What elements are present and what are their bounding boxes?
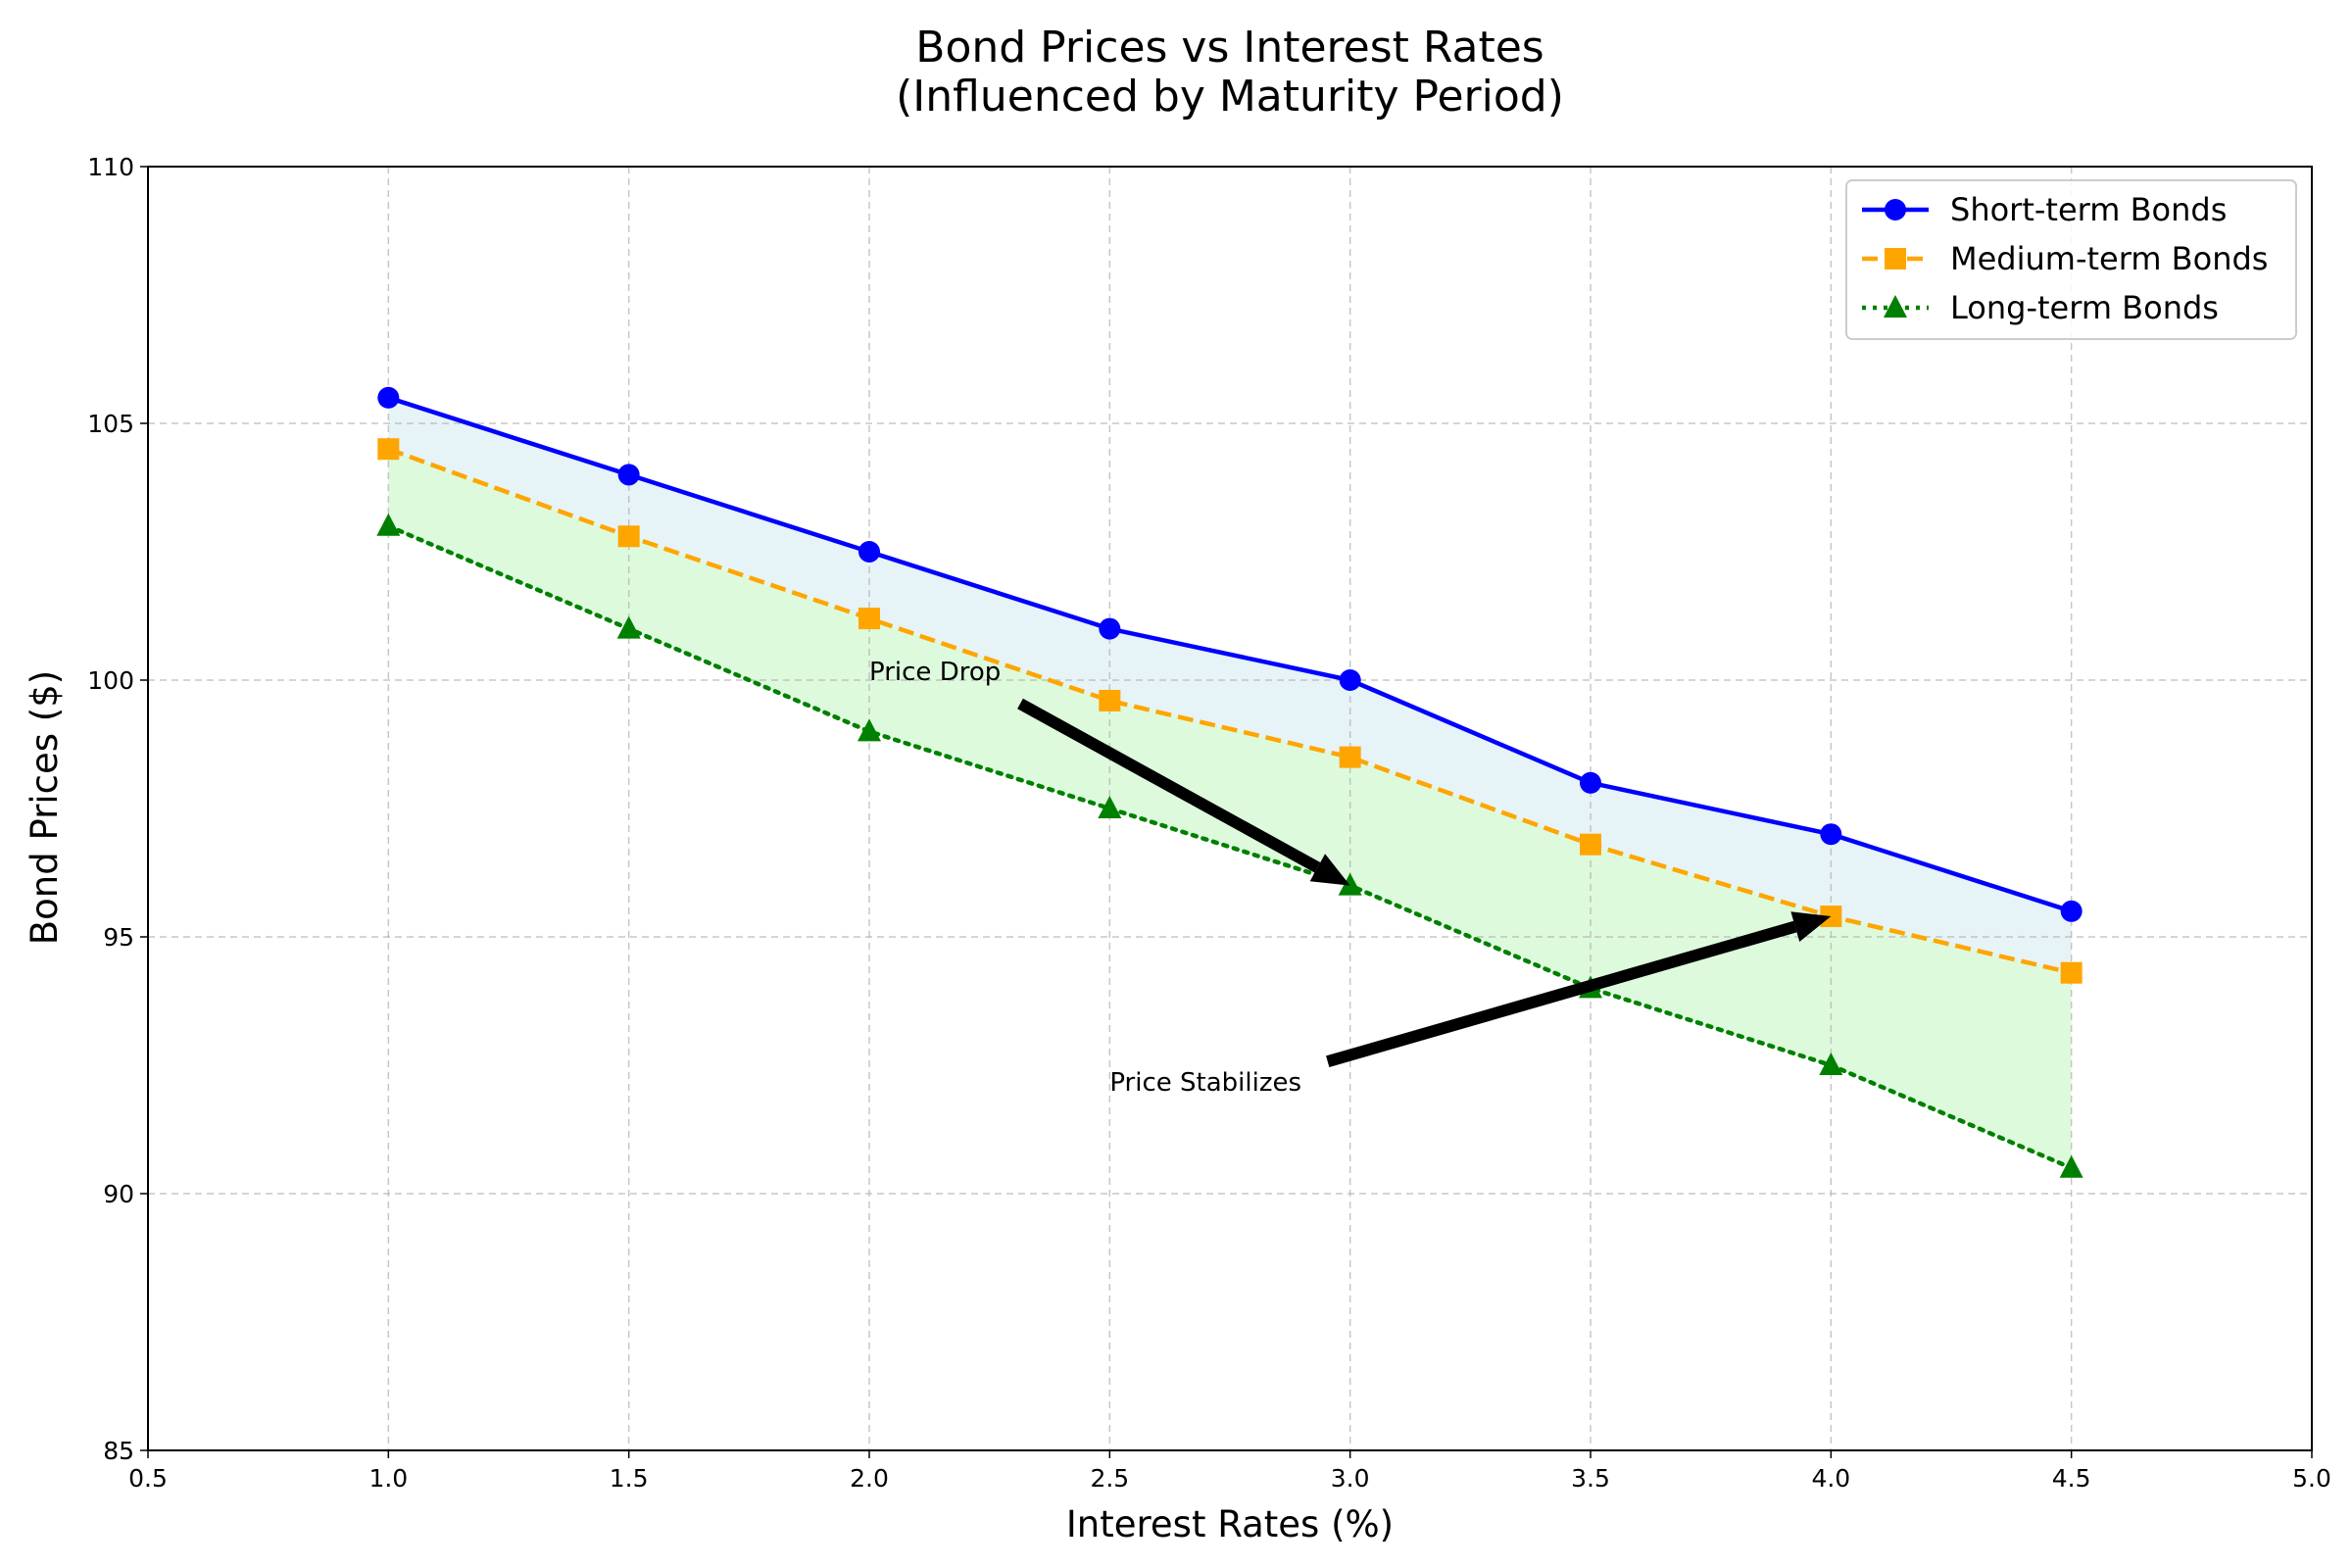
chart-title: Bond Prices vs Interest Rates xyxy=(915,23,1544,73)
series-line xyxy=(387,395,2073,913)
x-tick-label: 3.0 xyxy=(1331,1464,1370,1493)
data-point xyxy=(376,513,401,536)
data-point xyxy=(617,464,640,486)
y-tick-label: 85 xyxy=(103,1437,134,1465)
data-point xyxy=(1099,617,1121,640)
x-tick-label: 5.0 xyxy=(2292,1464,2331,1493)
annotation-label: Price Drop xyxy=(869,658,1001,687)
series-line xyxy=(387,447,2073,975)
data-point xyxy=(616,615,641,639)
x-tick-label: 1.0 xyxy=(368,1464,408,1493)
fill-area xyxy=(388,397,2072,973)
y-tick-label: 90 xyxy=(103,1180,134,1208)
data-point xyxy=(2059,1154,2083,1178)
y-axis-label: Bond Prices ($) xyxy=(24,670,66,945)
annotation-label: Price Stabilizes xyxy=(1109,1068,1301,1098)
data-point xyxy=(1820,823,1842,846)
y-tick-label: 110 xyxy=(87,153,134,181)
data-point xyxy=(1098,796,1122,818)
legend-box xyxy=(1845,179,2297,340)
y-tick-label: 95 xyxy=(103,923,134,952)
annotation-arrow-shaft xyxy=(1326,920,1797,1067)
data-point xyxy=(1339,746,1361,768)
annotation-arrow-shaft xyxy=(1017,698,1321,873)
plot-frame xyxy=(147,166,2313,1451)
data-point xyxy=(2060,900,2082,922)
data-point xyxy=(1580,833,1601,856)
x-axis-label: Interest Rates (%) xyxy=(1066,1503,1394,1545)
data-point xyxy=(1819,1053,1843,1075)
data-point xyxy=(377,438,400,461)
legend-marker xyxy=(1885,199,1906,220)
legend-marker xyxy=(1885,248,1906,270)
legend-label: Long-term Bonds xyxy=(1950,289,2219,326)
x-tick-label: 1.5 xyxy=(610,1464,649,1493)
data-point xyxy=(1339,669,1361,691)
data-point xyxy=(377,386,400,409)
legend-marker xyxy=(1884,295,1907,318)
y-tick-label: 100 xyxy=(87,666,134,695)
chart-subtitle: (Influenced by Maturity Period) xyxy=(896,72,1564,122)
annotations: Price Drop Price Stabilizes xyxy=(869,658,1832,1098)
x-tick-label: 0.5 xyxy=(128,1464,168,1493)
y-tick-label: 105 xyxy=(87,410,134,438)
x-tick-label: 4.5 xyxy=(2052,1464,2091,1493)
data-point xyxy=(617,525,640,548)
data-point xyxy=(1338,872,1362,896)
data-point xyxy=(1099,689,1121,711)
series-lines xyxy=(376,386,2083,1178)
x-tick-label: 3.5 xyxy=(1571,1464,1610,1493)
annotation-arrow-head xyxy=(1309,854,1350,886)
series-line xyxy=(386,523,2074,1171)
x-tick-label: 4.0 xyxy=(1811,1464,1850,1493)
legend-label: Short-term Bonds xyxy=(1950,191,2227,228)
fill-area xyxy=(388,449,2072,1168)
data-point xyxy=(858,541,880,563)
legend-label: Medium-term Bonds xyxy=(1950,240,2268,277)
x-tick-label: 2.5 xyxy=(1090,1464,1129,1493)
legend: Short-term Bonds Medium-term Bonds Long-te… xyxy=(1845,179,2297,340)
x-tick-label: 2.0 xyxy=(850,1464,889,1493)
annotation-arrow-head xyxy=(1790,911,1832,942)
data-point xyxy=(858,608,880,630)
axis-ticks: 0.5 1.0 1.5 2.0 2.5 3.0 3.5 4.0 4.5 5.0 85 90 95 100 1… xyxy=(87,153,2331,1493)
data-point xyxy=(858,718,881,742)
fill-areas xyxy=(388,397,2072,1168)
data-point xyxy=(2060,961,2082,984)
data-point xyxy=(1580,771,1601,794)
